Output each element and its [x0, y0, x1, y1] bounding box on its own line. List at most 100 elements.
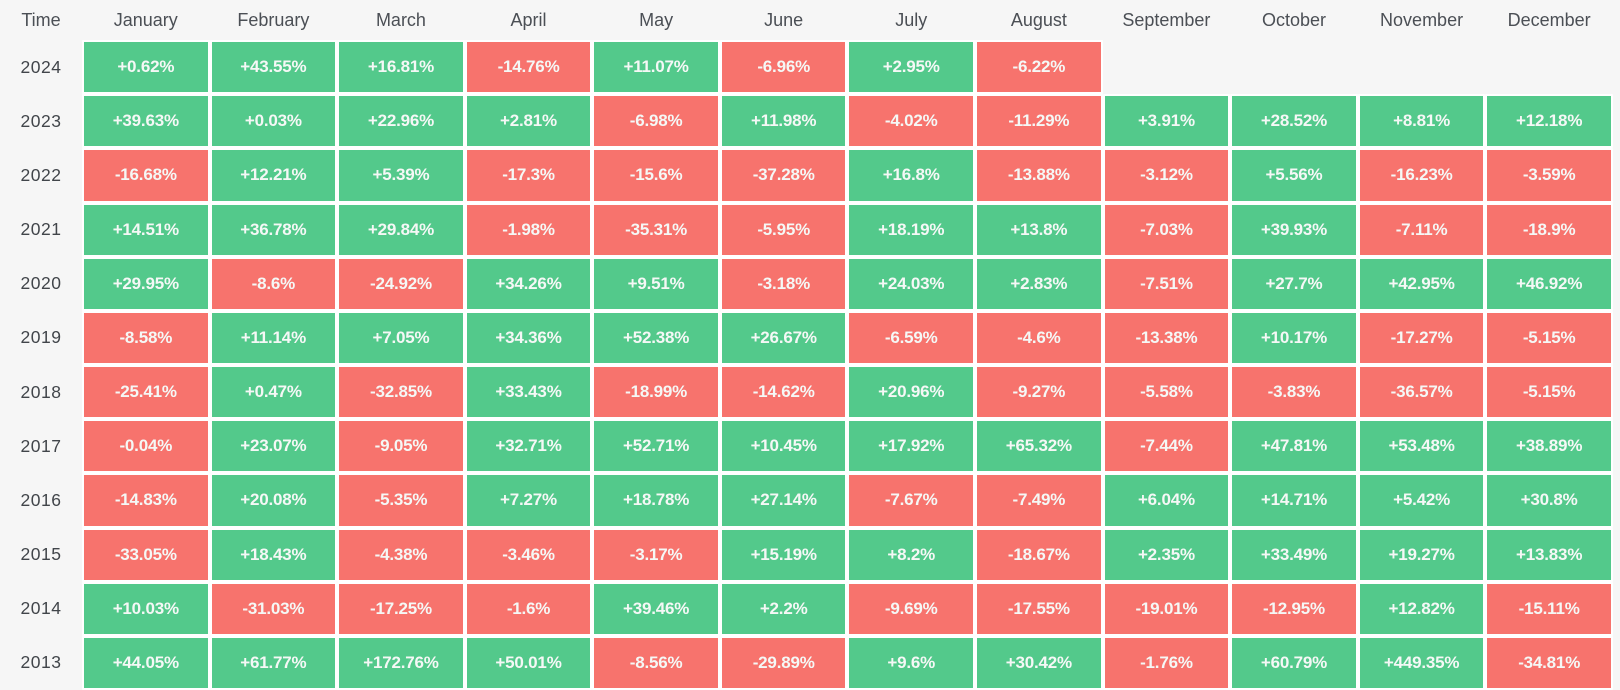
return-cell-2021-january: +14.51%: [82, 202, 210, 257]
return-cell-2018-january: -25.41%: [82, 365, 210, 420]
return-cell-2013-december: -34.81%: [1485, 635, 1613, 690]
return-cell-2022-january: -16.68%: [82, 148, 210, 203]
return-cell-2019-june: +26.67%: [719, 310, 848, 366]
return-cell-2024-july: +2.95%: [847, 40, 976, 95]
year-row-2024: 2024 +0.62% +43.55% +16.81% -14.76% +11.07% -6…: [0, 40, 1620, 95]
row-cells: -33.05% +18.43% -4.38% -3.46% -3.17% +15.19% +…: [82, 527, 1613, 582]
return-cell-2013-september: -1.76%: [1102, 635, 1231, 690]
year-row-2022: 2022 -16.68% +12.21% +5.39% -17.3% -15.6% -37.…: [0, 148, 1620, 203]
return-cell-2018-june: -14.62%: [719, 365, 848, 420]
return-cell-2019-november: -17.27%: [1357, 310, 1486, 366]
time-column-header: Time: [21, 9, 61, 30]
return-cell-2021-june: -5.95%: [719, 202, 848, 257]
return-cell-2018-december: -5.15%: [1485, 365, 1613, 420]
return-cell-2020-may: +9.51%: [592, 256, 720, 311]
return-cell-2024-august: -6.22%: [975, 40, 1103, 95]
return-cell-2016-october: +14.71%: [1230, 473, 1358, 528]
return-cell-2023-november: +8.81%: [1357, 94, 1486, 149]
return-cell-2019-january: -8.58%: [82, 310, 210, 366]
return-cell-2014-october: -12.95%: [1230, 581, 1358, 636]
return-cell-2023-december: +12.18%: [1485, 94, 1613, 149]
year-label: 2020: [20, 273, 62, 294]
return-cell-2015-july: +8.2%: [847, 527, 976, 582]
return-cell-2022-october: +5.56%: [1230, 148, 1358, 203]
return-cell-2014-august: -17.55%: [975, 581, 1103, 636]
return-cell-2020-october: +27.7%: [1230, 256, 1358, 311]
return-cell-2018-november: -36.57%: [1357, 365, 1486, 420]
return-cell-2014-february: -31.03%: [209, 581, 338, 636]
column-header-june: June: [764, 9, 804, 30]
return-cell-2022-july: +16.8%: [847, 148, 976, 203]
return-cell-2016-january: -14.83%: [82, 473, 210, 528]
return-cell-2015-march: -4.38%: [337, 527, 465, 582]
return-cell-2015-october: +33.49%: [1230, 527, 1358, 582]
return-cell-2022-november: -16.23%: [1357, 148, 1486, 203]
row-cells: -14.83% +20.08% -5.35% +7.27% +18.78% +27.14%…: [82, 473, 1613, 528]
return-cell-2013-march: +172.76%: [337, 635, 465, 690]
return-cell-2022-june: -37.28%: [719, 148, 848, 203]
return-cell-2015-june: +15.19%: [719, 527, 848, 582]
return-cell-2019-july: -6.59%: [847, 310, 976, 366]
column-header-march: March: [375, 9, 426, 30]
return-cell-2020-november: +42.95%: [1357, 256, 1486, 311]
return-cell-2018-february: +0.47%: [209, 365, 338, 420]
column-header-april: April: [510, 9, 547, 30]
year-row-2017: 2017 -0.04% +23.07% -9.05% +32.71% +52.71% +10…: [0, 419, 1620, 474]
return-cell-2022-february: +12.21%: [209, 148, 338, 203]
row-cells: +44.05% +61.77% +172.76% +50.01% -8.56% -29.8…: [82, 635, 1613, 690]
year-label: 2014: [20, 598, 62, 619]
return-cell-2017-may: +52.71%: [592, 419, 720, 474]
return-cell-2018-march: -32.85%: [337, 365, 465, 420]
year-label: 2023: [20, 110, 62, 131]
column-header-may: May: [639, 9, 674, 30]
return-cell-2023-may: -6.98%: [592, 94, 720, 149]
return-cell-2017-september: -7.44%: [1102, 419, 1231, 474]
year-label: 2021: [20, 219, 62, 240]
return-cell-2017-june: +10.45%: [719, 419, 848, 474]
return-cell-2018-july: +20.96%: [847, 365, 976, 420]
return-cell-2022-august: -13.88%: [975, 148, 1103, 203]
column-header-july: July: [895, 9, 928, 30]
return-cell-2024-may: +11.07%: [592, 40, 720, 95]
return-cell-2013-july: +9.6%: [847, 635, 976, 690]
return-cell-2015-september: +2.35%: [1102, 527, 1231, 582]
row-cells: +39.63% +0.03% +22.96% +2.81% -6.98% +11.98% -…: [82, 94, 1613, 149]
return-cell-2018-october: -3.83%: [1230, 365, 1358, 420]
return-cell-2020-march: -24.92%: [337, 256, 465, 311]
return-cell-2014-september: -19.01%: [1102, 581, 1231, 636]
return-cell-2014-april: -1.6%: [464, 581, 593, 636]
year-row-2016: 2016 -14.83% +20.08% -5.35% +7.27% +18.78% +27…: [0, 473, 1620, 528]
return-cell-2017-march: -9.05%: [337, 419, 465, 474]
return-cell-2024-march: +16.81%: [337, 40, 465, 95]
year-label: 2022: [20, 164, 62, 185]
return-cell-2014-november: +12.82%: [1357, 581, 1486, 636]
year-label: 2018: [20, 381, 62, 402]
return-cell-2013-february: +61.77%: [209, 635, 338, 690]
return-cell-2014-june: +2.2%: [719, 581, 848, 636]
return-cell-2016-june: +27.14%: [719, 473, 848, 528]
return-cell-2016-may: +18.78%: [592, 473, 720, 528]
return-cell-2017-october: +47.81%: [1230, 419, 1358, 474]
return-cell-2022-may: -15.6%: [592, 148, 720, 203]
return-cell-2022-december: -3.59%: [1485, 148, 1613, 203]
return-cell-2023-july: -4.02%: [847, 94, 976, 149]
year-label: 2016: [20, 489, 62, 510]
year-label: 2013: [20, 652, 62, 673]
return-cell-2023-october: +28.52%: [1230, 94, 1358, 149]
return-cell-2015-may: -3.17%: [592, 527, 720, 582]
return-cell-2013-may: -8.56%: [592, 635, 720, 690]
return-cell-2013-november: +449.35%: [1357, 635, 1486, 690]
return-cell-2014-march: -17.25%: [337, 581, 465, 636]
month-headers: January February March April May June July Augu…: [82, 0, 1613, 40]
return-cell-2021-may: -35.31%: [592, 202, 720, 257]
return-cell-2018-august: -9.27%: [975, 365, 1103, 420]
return-cell-2021-october: +39.93%: [1230, 202, 1358, 257]
return-cell-2015-february: +18.43%: [209, 527, 338, 582]
row-cells: +10.03% -31.03% -17.25% -1.6% +39.46% +2.2% -9…: [82, 581, 1613, 636]
return-cell-2016-april: +7.27%: [464, 473, 593, 528]
return-cell-2017-november: +53.48%: [1357, 419, 1486, 474]
return-cell-2023-september: +3.91%: [1102, 94, 1231, 149]
year-row-2019: 2019 -8.58% +11.14% +7.05% +34.36% +52.38% +26…: [0, 310, 1620, 366]
return-cell-2021-march: +29.84%: [337, 202, 465, 257]
return-cell-2013-january: +44.05%: [82, 635, 210, 690]
